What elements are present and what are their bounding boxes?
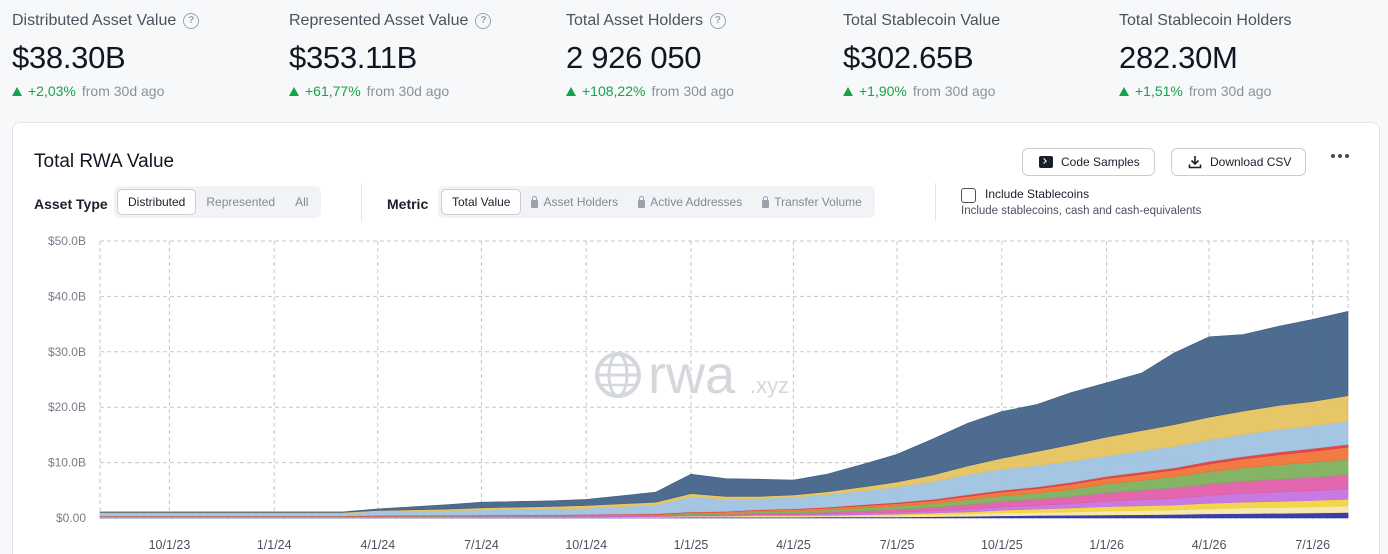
x-tick-label: 4/1/26 [1192,538,1227,552]
arrow-up-icon [843,86,853,96]
lock-icon [762,195,770,208]
download-csv-label: Download CSV [1210,155,1292,169]
stat-distributed-asset-value: Distributed Asset Value? $38.30B +2,03% f… [12,11,272,99]
arrow-up-icon [289,86,299,96]
download-csv-button[interactable]: Download CSV [1171,148,1307,176]
globe-logo-icon [595,352,641,398]
stat-value: $353.11B [289,40,418,75]
stat-change-percent: +108,22% [582,83,646,99]
lock-icon [638,195,646,208]
stat-change-percent: +2,03% [28,83,76,99]
stat-change-percent: +1,90% [859,83,907,99]
help-icon[interactable]: ? [709,13,726,29]
stat-value: $302.65B [843,40,974,75]
include-stablecoins-checkbox[interactable] [961,188,976,203]
x-tick-label: 7/1/25 [880,538,915,552]
chart-areas [99,311,1349,519]
download-icon [1188,156,1202,169]
stat-change-suffix: from 30d ago [81,83,165,99]
metric-total-value[interactable]: Total Value [441,189,522,215]
stat-total-stablecoin-value: Total Stablecoin Value $302.65B +1,90% fr… [843,11,1103,99]
y-tick-label: $20.0B [48,400,86,414]
stat-total-stablecoin-holders: Total Stablecoin Holders 282.30M +1,51% f… [1119,11,1379,99]
metric-transfer-volume[interactable]: Transfer Volume [752,189,872,215]
code-samples-label: Code Samples [1061,155,1140,169]
rwa-watermark: rwa .xyz [595,345,789,405]
watermark-text: rwa [648,345,736,405]
x-tick-label: 10/1/23 [149,538,191,552]
y-axis: $0.00 $10.0B $20.0B $30.0B $40.0B $50.0B [48,234,86,525]
x-tick-label: 7/1/24 [464,538,499,552]
help-icon[interactable]: ? [183,13,200,29]
code-samples-button[interactable]: Code Samples [1022,148,1155,176]
arrow-up-icon [566,86,576,96]
arrow-up-icon [12,86,22,96]
stat-label: Total Stablecoin Holders [1119,12,1292,29]
rwa-area-chart[interactable]: rwa .xyz $0.00 $10.0B $20.0B $30.0B $40.0B $5… [0,230,1388,554]
series-area-10[interactable] [99,311,1349,513]
lock-icon [531,195,539,208]
y-tick-label: $40.0B [48,289,86,303]
divider [935,183,936,221]
stat-label: Represented Asset Value [289,12,469,29]
help-icon[interactable]: ? [475,13,492,29]
stat-change-suffix: from 30d ago [366,83,450,99]
terminal-icon [1039,156,1053,168]
stat-label: Distributed Asset Value [12,12,177,29]
stat-label: Total Asset Holders [566,12,703,29]
stat-value: 2 926 050 [566,40,702,75]
asset-type-selector: Distributed Represented All [114,186,322,218]
x-tick-label: 10/1/25 [981,538,1023,552]
include-stablecoins-description: Include stablecoins, cash and cash-equiv… [961,205,1202,217]
stat-label: Total Stablecoin Value [843,12,1001,29]
stat-change-percent: +1,51% [1135,83,1183,99]
x-tick-label: 1/1/26 [1089,538,1124,552]
stat-represented-asset-value: Represented Asset Value? $353.11B +61,77… [289,11,549,99]
metric-label: Metric [387,196,429,212]
stat-total-asset-holders: Total Asset Holders? 2 926 050 +108,22% f… [566,11,826,99]
stat-change-suffix: from 30d ago [651,83,734,99]
stat-change-percent: +61,77% [305,83,361,99]
x-tick-label: 1/1/25 [674,538,709,552]
y-tick-label: $30.0B [48,345,86,359]
asset-type-distributed[interactable]: Distributed [117,189,197,215]
arrow-up-icon [1119,86,1129,96]
metric-active-addresses[interactable]: Active Addresses [628,189,752,215]
metric-selector: Total Value Asset Holders Active Address… [438,186,875,218]
x-axis: 10/1/23 1/1/24 4/1/24 7/1/24 10/1/24 1/1/25 4/… [149,538,1331,552]
x-tick-label: 4/1/25 [776,538,811,552]
stat-change-suffix: from 30d ago [912,83,996,99]
asset-type-label: Asset Type [34,196,108,212]
watermark-suffix: .xyz [750,373,789,398]
y-tick-label: $10.0B [48,456,86,470]
stat-change-suffix: from 30d ago [1188,83,1272,99]
stat-value: 282.30M [1119,40,1238,75]
summary-stats: Distributed Asset Value? $38.30B +2,03% f… [0,0,1388,115]
chart-title: Total RWA Value [34,151,175,172]
x-tick-label: 4/1/24 [360,538,395,552]
y-tick-label: $0.00 [56,511,86,525]
asset-type-all[interactable]: All [295,195,309,209]
x-tick-label: 1/1/24 [257,538,292,552]
x-tick-label: 7/1/26 [1295,538,1330,552]
asset-type-represented[interactable]: Represented [206,195,276,209]
more-options-icon[interactable] [1331,154,1349,158]
x-tick-label: 10/1/24 [565,538,607,552]
stat-value: $38.30B [12,40,126,75]
y-tick-label: $50.0B [48,234,86,248]
include-stablecoins-label[interactable]: Include Stablecoins [985,187,1090,201]
divider [361,183,362,221]
metric-asset-holders[interactable]: Asset Holders [521,189,628,215]
